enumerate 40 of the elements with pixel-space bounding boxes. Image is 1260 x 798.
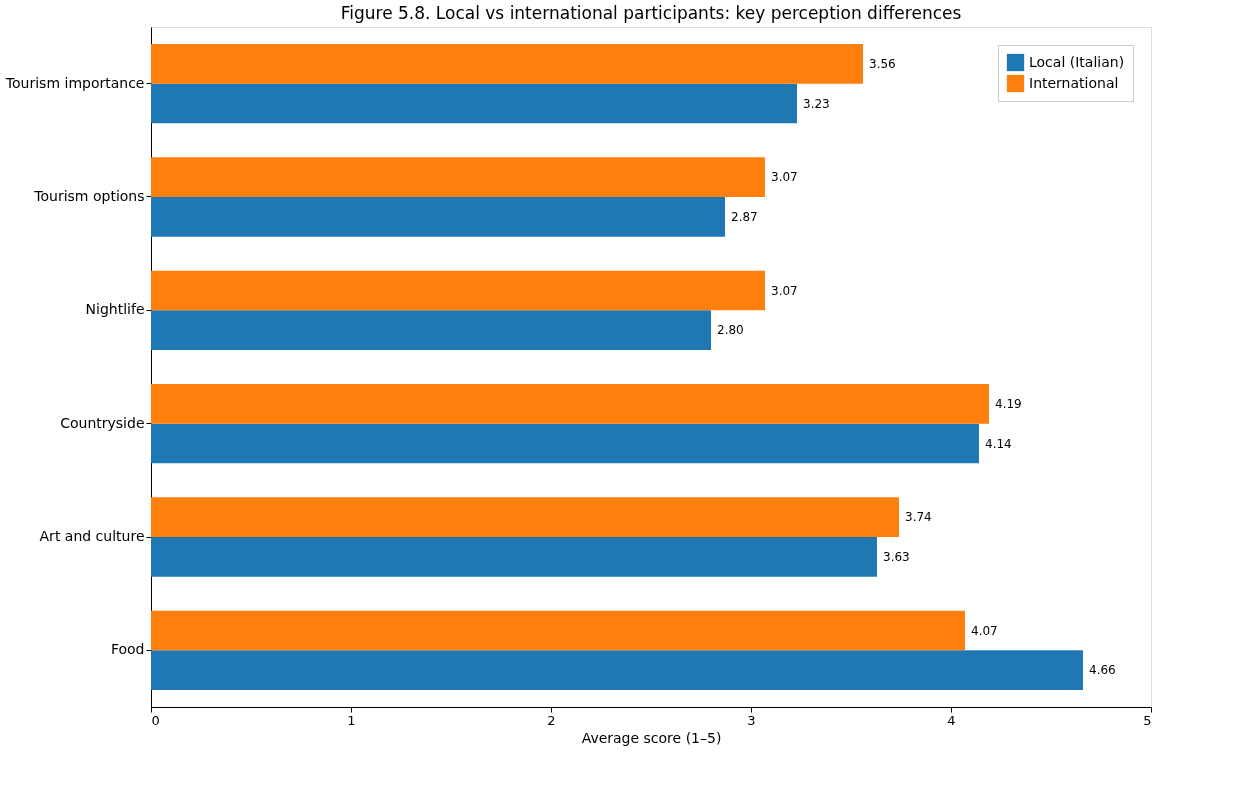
x-tick-label: 3 <box>747 712 756 728</box>
y-tick-label: Art and culture <box>39 528 145 544</box>
x-axis-title: Average score (1–5) <box>581 729 722 746</box>
x-tick-label: 1 <box>347 712 356 728</box>
y-tick-label: Tourism importance <box>4 74 145 91</box>
data-label: 4.07 <box>971 623 998 638</box>
data-label: 4.66 <box>1089 663 1116 678</box>
data-label: 3.23 <box>803 96 830 111</box>
legend-label: International <box>1029 74 1119 91</box>
x-tick-label: 5 <box>1143 712 1152 728</box>
bar <box>151 157 765 197</box>
bar <box>151 44 863 84</box>
data-label: 3.56 <box>869 56 896 71</box>
x-tick-label: 0 <box>151 712 160 728</box>
bar <box>151 497 899 537</box>
data-label: 3.07 <box>771 170 798 185</box>
data-label: 3.74 <box>905 510 932 525</box>
bar <box>151 310 711 350</box>
data-label: 3.07 <box>771 283 798 298</box>
bar <box>151 197 725 237</box>
bar <box>151 423 979 464</box>
y-tick-label: Nightlife <box>85 301 145 318</box>
data-label: 4.14 <box>985 436 1012 451</box>
bar <box>151 83 797 124</box>
bar <box>151 650 1083 690</box>
data-label: 2.87 <box>731 209 758 224</box>
data-label: 4.19 <box>995 396 1022 411</box>
bar <box>151 537 877 577</box>
bar <box>151 270 765 311</box>
x-tick-label: 4 <box>947 712 956 728</box>
legend-label: Local (Italian) <box>1029 53 1125 70</box>
data-label: 3.63 <box>883 549 910 564</box>
y-tick-label: Tourism options <box>33 188 145 204</box>
bar <box>151 610 965 651</box>
data-label: 2.80 <box>717 323 744 338</box>
x-tick-label: 2 <box>547 712 556 728</box>
chart-title: Figure 5.8. Local vs international participants: key perception differences <box>340 3 962 23</box>
y-tick-label: Countryside <box>60 414 145 431</box>
bar <box>151 384 989 424</box>
y-tick-label: Food <box>110 641 145 658</box>
